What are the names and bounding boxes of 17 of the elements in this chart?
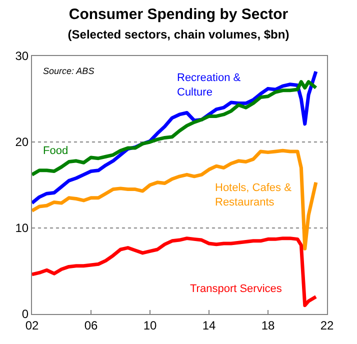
x-tick-label: 22 [320, 318, 334, 332]
x-tick-label: 10 [143, 318, 157, 332]
chart-subtitle: (Selected sectors, chain volumes, $bn) [68, 27, 290, 42]
series-label: Food [43, 145, 68, 157]
series-label: Hotels, Cafes & Restaurants [215, 182, 292, 208]
line-series [32, 80, 318, 176]
annotation: Source: ABS [43, 66, 94, 76]
series-label: Recreation & Culture [177, 72, 242, 98]
x-tick-label: 18 [261, 318, 275, 332]
line-series [32, 236, 318, 308]
x-tick-label: 06 [84, 318, 98, 332]
chart-title: Consumer Spending by Sector [68, 6, 288, 23]
y-tick-label: 10 [15, 221, 29, 236]
x-tick-label: 14 [202, 318, 216, 332]
series-label: Transport Services [190, 283, 282, 295]
y-tick-label: 20 [15, 135, 29, 150]
y-tick-label: 30 [15, 49, 29, 64]
